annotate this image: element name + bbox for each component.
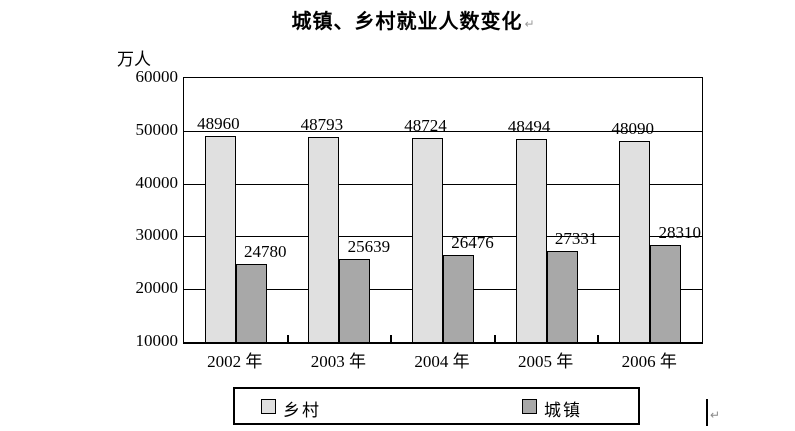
bar-value-label-rural-4: 48090 [611,118,654,138]
bar-value-label-urban-1: 25639 [347,237,391,257]
gridline-50000 [184,130,702,132]
legend: 乡村 城镇 [233,387,640,425]
bar-value-label-urban-2: 26476 [451,233,494,253]
y-tick-label-30000: 30000 [135,225,179,245]
legend-swatch-urban [522,399,537,414]
y-axis-unit-label: 万人 [117,50,151,69]
legend-label-urban: 城镇 [544,401,582,420]
bar-value-label-urban-4: 28310 [658,223,701,243]
bar-rural-2002年 [204,136,236,342]
bar-value-label-rural-0: 48960 [197,114,240,134]
y-tick-label-50000: 50000 [135,119,179,139]
bar-rural-2005年 [515,138,547,342]
bar-urban-2004年 [443,255,474,342]
gridline-40000 [184,183,702,185]
bar-value-label-rural-2: 48724 [404,115,447,135]
category-tick-2 [390,335,393,342]
paragraph-mark-icon: ↵ [524,17,536,31]
x-axis-label-3: 2005 年 [517,352,574,371]
category-tick-4 [597,335,600,342]
text-cursor [706,399,708,426]
x-axis-label-4: 2006 年 [621,352,677,371]
bar-urban-2006年 [650,245,682,342]
plot-area: 48960 24780 48793 25639 48724 26476 48494 27331… [183,77,703,344]
legend-label-rural: 乡村 [283,401,321,420]
y-tick-label-20000: 20000 [135,278,179,298]
chart-title-text: 城镇、乡村就业人数变化 [291,11,523,33]
bar-value-label-urban-0: 24780 [244,241,287,261]
bar-value-label-urban-3: 27331 [554,228,598,248]
bar-rural-2006年 [619,140,651,342]
gridline-30000 [184,236,702,238]
bar-rural-2003年 [308,137,340,342]
bar-value-label-rural-3: 48494 [507,116,551,136]
bar-urban-2003年 [339,259,371,342]
chart-title: 城镇、乡村就业人数变化 ↵ [16,5,795,34]
bar-value-label-rural-1: 48793 [300,115,344,135]
x-axis-label-2: 2004 年 [414,352,470,371]
y-tick-label-10000: 10000 [135,331,179,350]
bar-urban-2005年 [546,250,578,342]
x-axis-label-0: 2002 年 [207,352,263,371]
bar-urban-2002年 [235,263,267,342]
category-tick-3 [493,335,496,342]
x-axis-label-1: 2003 年 [310,352,367,371]
paragraph-mark-icon: ↵ [710,408,721,422]
legend-swatch-rural [261,399,276,414]
bar-rural-2004年 [412,137,443,342]
y-tick-label-40000: 40000 [135,172,179,192]
category-tick-1 [286,335,289,342]
y-tick-label-60000: 60000 [135,67,179,86]
